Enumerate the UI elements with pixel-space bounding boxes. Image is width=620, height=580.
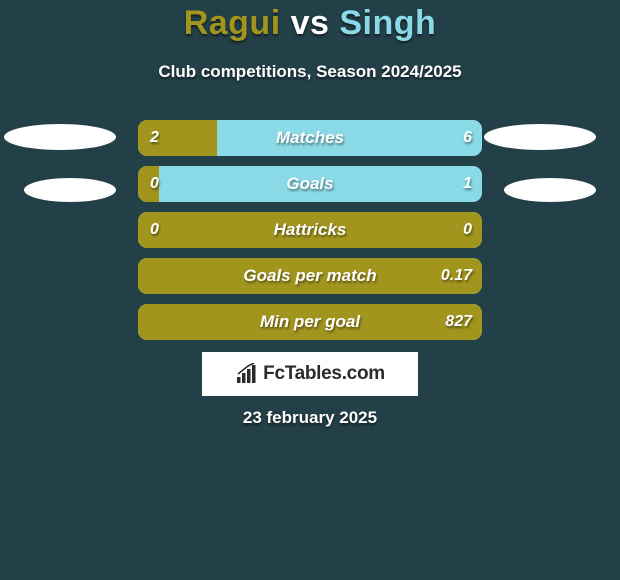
decorative-oval	[504, 178, 596, 202]
chart-icon	[235, 363, 259, 385]
stat-bars: Matches26Goals01Hattricks00Goals per mat…	[138, 120, 482, 350]
stat-value-left: 2	[150, 129, 159, 147]
stat-row: Matches26	[138, 120, 482, 156]
subtitle: Club competitions, Season 2024/2025	[0, 62, 620, 82]
stat-value-right: 0.17	[441, 267, 472, 285]
stat-row: Min per goal827	[138, 304, 482, 340]
stat-value-left: 0	[150, 221, 159, 239]
page-title: Ragui vs Singh	[0, 4, 620, 43]
stat-value-left: 0	[150, 175, 159, 193]
comparison-widget: Ragui vs Singh Club competitions, Season…	[0, 0, 620, 580]
stat-row: Hattricks00	[138, 212, 482, 248]
decorative-oval	[484, 124, 596, 150]
decorative-oval	[24, 178, 116, 202]
logo-text: FcTables.com	[263, 363, 385, 385]
stat-fill	[138, 304, 482, 340]
stat-fill	[138, 258, 482, 294]
stat-fill	[138, 212, 482, 248]
stat-row: Goals per match0.17	[138, 258, 482, 294]
stat-value-right: 1	[463, 175, 472, 193]
player2-name: Singh	[339, 4, 436, 42]
decorative-oval	[4, 124, 116, 150]
snapshot-date: 23 february 2025	[0, 408, 620, 428]
stat-label: Goals	[138, 174, 482, 194]
player1-name: Ragui	[184, 4, 281, 42]
stat-value-right: 6	[463, 129, 472, 147]
stat-value-right: 827	[445, 313, 472, 331]
source-logo: FcTables.com	[202, 352, 418, 396]
stat-value-right: 0	[463, 221, 472, 239]
vs-separator: vs	[291, 4, 330, 42]
stat-row: Goals0 1	[138, 166, 482, 202]
